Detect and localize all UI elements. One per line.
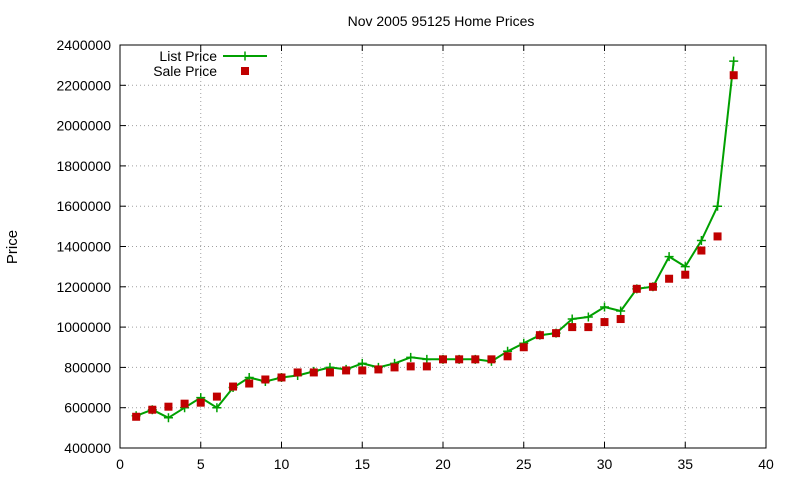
sale-price-point — [568, 323, 577, 332]
sale-price-point — [648, 282, 657, 291]
list-price-point — [567, 314, 577, 324]
sale-price-point — [342, 366, 351, 375]
sale-price-point — [180, 399, 189, 408]
list-price-point — [696, 235, 706, 245]
y-tick-label: 1400000 — [56, 239, 111, 255]
x-tick-label: 30 — [597, 456, 613, 472]
sale-price-point — [616, 315, 625, 324]
x-tick-label: 10 — [274, 456, 290, 472]
y-tick-label: 600000 — [64, 400, 111, 416]
sale-price-point — [390, 363, 399, 372]
sale-price-point — [487, 355, 496, 364]
sale-price-point — [229, 382, 238, 391]
sale-price-point — [261, 375, 270, 384]
y-axis-title: Price — [4, 230, 21, 264]
legend: List Price Sale Price — [153, 48, 267, 79]
sale-price-point — [552, 329, 561, 338]
sale-price-point — [584, 323, 593, 332]
legend-marker-list-price — [240, 51, 250, 61]
list-price-point — [357, 358, 367, 368]
y-tick-label: 2000000 — [56, 118, 111, 134]
list-price-point — [212, 403, 222, 413]
list-price-point — [163, 413, 173, 423]
sale-price-point — [277, 373, 286, 382]
legend-label-list-price: List Price — [159, 48, 217, 64]
list-price-point — [422, 354, 432, 364]
y-tick-label: 2400000 — [56, 37, 111, 53]
sale-price-point — [729, 71, 738, 80]
series-line-list-price — [135, 60, 735, 419]
sale-price-point — [471, 355, 480, 364]
sale-price-point — [422, 362, 431, 371]
x-tick-label: 0 — [116, 456, 124, 472]
sale-price-point — [406, 362, 415, 371]
sale-price-point — [148, 405, 157, 414]
y-tick-label: 800000 — [64, 359, 111, 375]
sale-price-point — [293, 368, 302, 377]
sale-price-point — [325, 368, 334, 377]
x-tick-label: 15 — [354, 456, 370, 472]
list-price-point — [729, 56, 739, 66]
sale-price-point — [309, 368, 318, 377]
list-price-point — [713, 201, 723, 211]
sale-price-point — [455, 355, 464, 364]
plot-area — [131, 56, 739, 423]
sale-price-point — [132, 412, 141, 421]
axis-ticks: 400000 600000 800000 1000000 1200000 1400000 1… — [56, 37, 774, 472]
sale-price-point — [681, 270, 690, 279]
sale-price-point — [196, 398, 205, 407]
y-tick-label: 400000 — [64, 440, 111, 456]
chart-title: Nov 2005 95125 Home Prices — [348, 13, 535, 29]
sale-price-point — [503, 352, 512, 361]
sale-price-point — [697, 246, 706, 255]
y-tick-label: 1600000 — [56, 198, 111, 214]
x-tick-label: 5 — [197, 456, 205, 472]
sale-price-point — [212, 392, 221, 401]
sale-price-point — [358, 366, 367, 375]
sale-price-point — [439, 355, 447, 364]
list-price-point — [680, 262, 690, 272]
y-tick-label: 1800000 — [56, 158, 111, 174]
x-tick-label: 20 — [435, 456, 451, 472]
x-tick-label: 25 — [516, 456, 532, 472]
sale-price-point — [245, 379, 254, 388]
sale-price-point — [164, 402, 173, 411]
list-price-point — [664, 252, 674, 262]
list-price-point — [616, 306, 626, 316]
sale-price-point — [632, 284, 641, 293]
sale-price-point — [519, 343, 528, 352]
y-tick-label: 1200000 — [56, 279, 111, 295]
sale-price-point — [374, 365, 383, 374]
sale-price-point — [713, 232, 722, 241]
sale-price-point — [535, 331, 544, 340]
list-price-point — [583, 312, 593, 322]
sale-price-point — [600, 318, 609, 327]
y-tick-label: 1000000 — [56, 319, 111, 335]
grid — [120, 45, 766, 448]
x-tick-label: 35 — [677, 456, 693, 472]
x-tick-label: 40 — [758, 456, 774, 472]
list-price-point — [600, 302, 609, 312]
legend-label-sale-price: Sale Price — [153, 63, 217, 79]
y-tick-label: 2200000 — [56, 77, 111, 93]
sale-price-point — [665, 274, 674, 283]
list-price-point — [406, 352, 416, 362]
legend-marker-sale-price — [241, 67, 249, 75]
